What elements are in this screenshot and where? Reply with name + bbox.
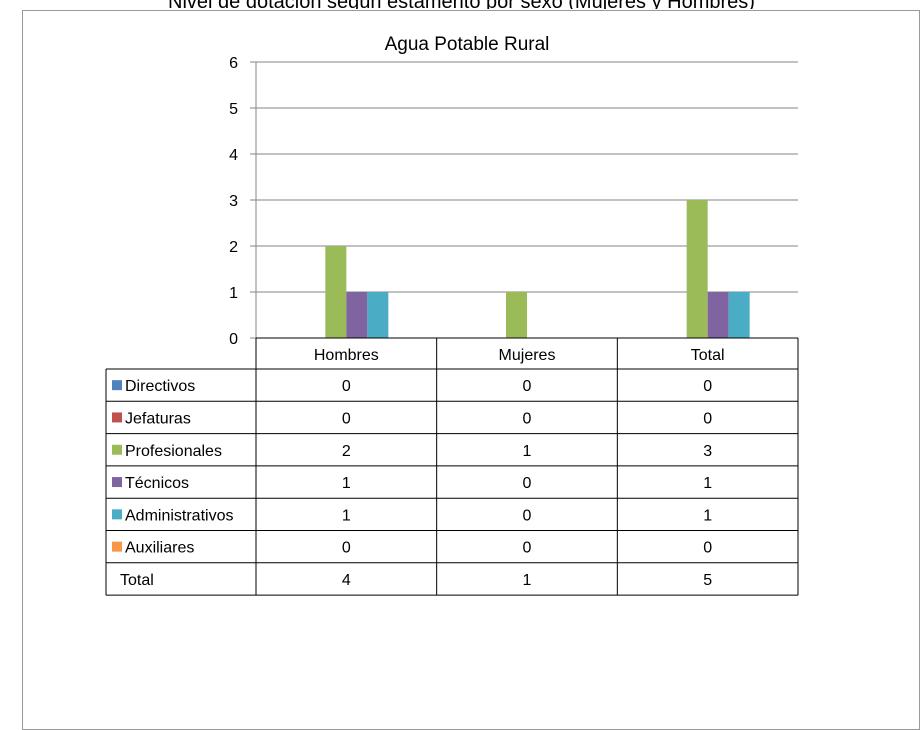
bar-profesionales-total [686, 200, 708, 338]
y-tick-label: 6 [229, 55, 238, 72]
x-category-label: Mujeres [499, 347, 556, 364]
legend-key [112, 444, 122, 455]
x-category-label: Hombres [314, 347, 379, 364]
page-header-fragment: Nivel de dotación según estamento por se… [0, 0, 923, 9]
table-cell-value: 0 [523, 378, 532, 395]
table-cell-value: 0 [523, 475, 532, 492]
table-cell-value: 1 [703, 475, 712, 492]
table-cell-value: 0 [523, 410, 532, 427]
table-cell-value: 1 [342, 475, 351, 492]
legend-key [112, 412, 122, 423]
data-table: Hombres Mujeres Total Directivos 0 0 0 Jefatura… [105, 337, 799, 596]
legend-key [112, 541, 122, 552]
chart-title: Agua Potable Rural [385, 34, 550, 55]
legend-label: Total [120, 572, 154, 589]
legend-label: Profesionales [125, 443, 222, 460]
legend-key [112, 509, 122, 520]
x-category-label: Total [691, 347, 725, 364]
bar-administrativos-hombres [367, 292, 389, 338]
table-cell-value: 1 [342, 507, 351, 524]
y-tick-label: 2 [229, 239, 238, 256]
legend-key [112, 477, 122, 488]
table-cell-value: 3 [703, 443, 712, 460]
table-cell-value: 4 [342, 572, 351, 589]
y-axis: 0 1 2 3 4 5 6 [229, 55, 257, 348]
table-cell-value: 0 [342, 540, 351, 557]
table-cell-value: 0 [703, 378, 712, 395]
bar-técnicos-hombres [346, 292, 368, 338]
legend-label: Auxiliares [125, 540, 194, 557]
bar-técnicos-total [707, 292, 729, 338]
legend-label: Técnicos [125, 475, 189, 492]
legend-key [112, 380, 122, 391]
table-cell-value: 1 [703, 507, 712, 524]
table-cell-value: 1 [523, 443, 532, 460]
chart-frame [22, 10, 920, 730]
table-cell-value: 0 [703, 410, 712, 427]
y-tick-label: 5 [229, 101, 238, 118]
bar-profesionales-hombres [325, 246, 347, 338]
y-tick-label: 1 [229, 285, 238, 302]
table-cell-value: 0 [523, 507, 532, 524]
table-cell-value: 0 [703, 540, 712, 557]
bars [325, 200, 750, 338]
bar-profesionales-mujeres [506, 292, 527, 338]
y-tick-label: 4 [229, 147, 238, 164]
table-cell-value: 0 [342, 410, 351, 427]
table-cell-value: 5 [703, 572, 712, 589]
table-cell-value: 2 [342, 443, 351, 460]
y-tick-label: 0 [229, 331, 238, 348]
table-cell-value: 0 [523, 540, 532, 557]
table-cell-value: 0 [342, 378, 351, 395]
legend-label: Administrativos [125, 507, 233, 524]
bar-administrativos-total [728, 292, 750, 338]
legend-label: Jefaturas [125, 410, 191, 427]
legend-label: Directivos [125, 378, 195, 395]
table-cell-value: 1 [523, 572, 532, 589]
y-tick-label: 3 [229, 193, 238, 210]
